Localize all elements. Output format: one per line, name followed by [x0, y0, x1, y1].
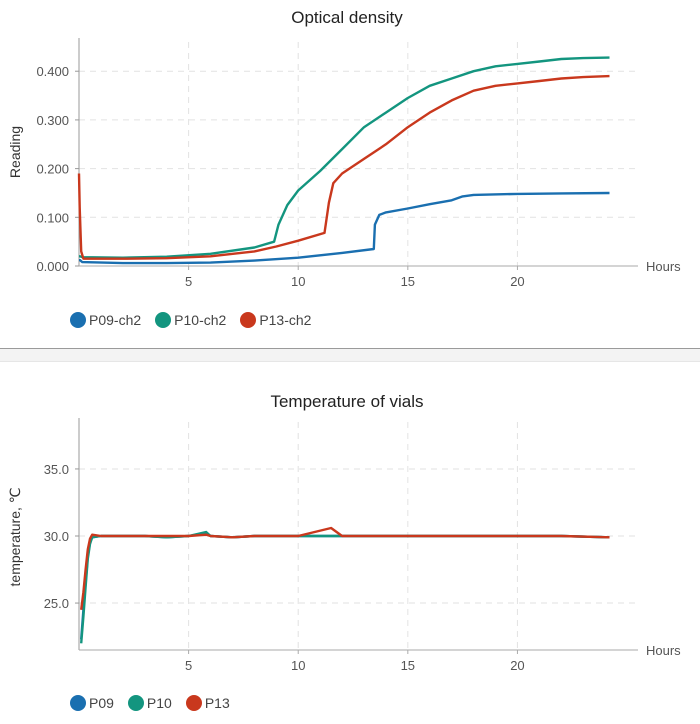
x-tick-label: 5: [185, 274, 192, 289]
series-line-p09-ch2: [78, 191, 610, 265]
y-tick-label: 25.0: [44, 596, 69, 611]
legend-item-p09-ch2[interactable]: P09-ch2: [70, 312, 141, 328]
legend-swatch: [240, 312, 257, 328]
series-line-p10-ch2: [78, 56, 610, 259]
legend-swatch: [155, 312, 172, 328]
y-tick-label: 0.300: [36, 113, 69, 128]
legend-label: P10-ch2: [174, 312, 227, 328]
y-axis-label: Reading: [7, 126, 23, 178]
legend-swatch: [70, 312, 86, 328]
x-tick-label: 5: [185, 658, 192, 673]
x-axis-label: Hours: [646, 643, 681, 658]
series-line-p10: [80, 530, 610, 644]
legend: P09 P10 P13: [70, 695, 230, 711]
x-tick-label: 15: [401, 658, 415, 673]
legend-item-p09[interactable]: P09: [70, 695, 114, 711]
legend-item-p10[interactable]: P10: [127, 695, 172, 711]
y-tick-label: 0.000: [36, 259, 69, 274]
legend-swatch: [127, 695, 144, 711]
legend-item-p10-ch2[interactable]: P10-ch2: [155, 312, 226, 328]
y-tick-label: 0.100: [36, 210, 69, 225]
y-tick-label: 0.400: [36, 64, 69, 79]
y-tick-label: 0.200: [36, 162, 69, 177]
series-line-p09: [80, 532, 610, 640]
x-tick-label: 10: [291, 658, 305, 673]
legend-swatch: [185, 695, 202, 711]
series-line-p13-ch2: [77, 74, 610, 260]
y-tick-label: 35.0: [44, 462, 69, 477]
legend: P09-ch2 P10-ch2 P13-ch2: [70, 312, 311, 328]
x-tick-label: 10: [291, 274, 305, 289]
legend-label: P13: [204, 695, 230, 711]
legend-label: P13-ch2: [259, 312, 312, 328]
y-axis-label: temperature, ℃: [7, 488, 23, 587]
legend-label: P09-ch2: [89, 312, 142, 328]
panel-divider: [0, 348, 700, 362]
chart-title: Temperature of vials: [270, 392, 423, 411]
series-line-p13: [80, 526, 610, 610]
x-axis-label: Hours: [646, 259, 681, 274]
temperature-chart: Temperature of vials temperature, ℃ Hour…: [7, 392, 681, 673]
x-tick-label: 20: [510, 658, 524, 673]
legend-label: P10: [146, 695, 172, 711]
legend-swatch: [70, 695, 86, 711]
temperature-panel: Temperature of vials temperature, ℃ Hour…: [0, 362, 700, 724]
optical-density-panel: Optical density Reading Hours 0.000 0.100…: [0, 0, 700, 348]
y-tick-label: 30.0: [44, 529, 69, 544]
legend-item-p13[interactable]: P13: [185, 695, 230, 711]
x-tick-label: 20: [510, 274, 524, 289]
chart-title: Optical density: [291, 8, 403, 27]
legend-item-p13-ch2[interactable]: P13-ch2: [240, 312, 311, 328]
optical-density-chart: Optical density Reading Hours 0.000 0.100…: [7, 8, 681, 289]
legend-label: P09: [89, 695, 114, 711]
x-tick-label: 15: [401, 274, 415, 289]
